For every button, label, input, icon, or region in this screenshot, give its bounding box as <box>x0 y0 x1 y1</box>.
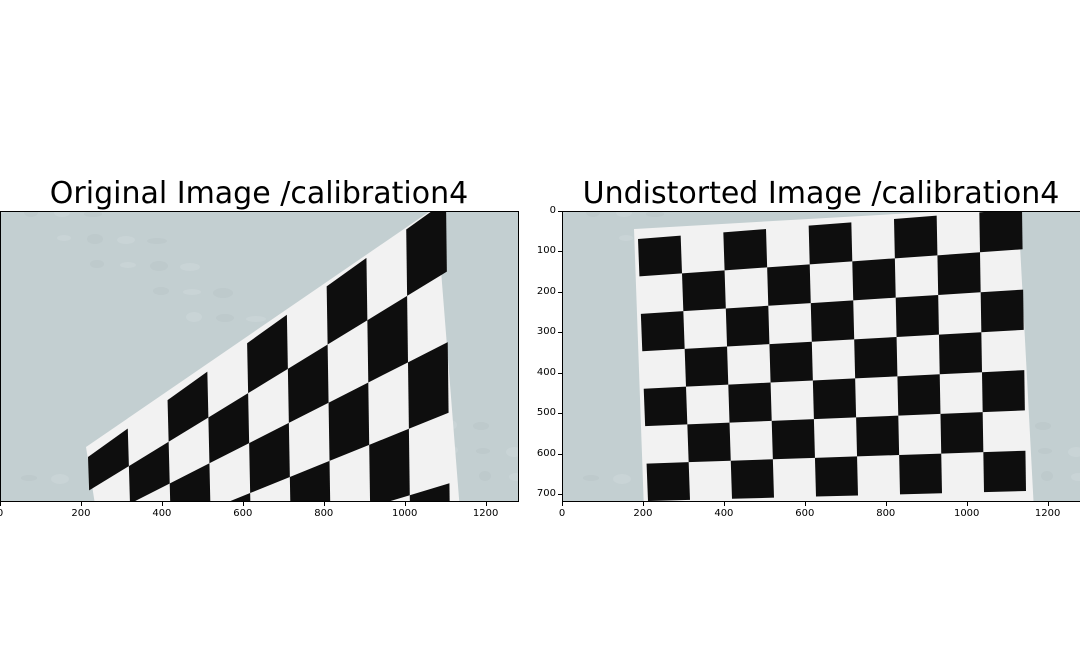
panel-title-original: Original Image /calibration4 <box>49 176 469 211</box>
original-xtick-mark <box>323 502 325 506</box>
undistorted-ytick-mark <box>558 211 562 212</box>
undistorted-checkerboard-image <box>562 211 1080 502</box>
undistorted-xtick-label: 800 <box>876 508 896 519</box>
original-xtick-label: 1000 <box>391 508 418 519</box>
original-xtick-mark <box>0 502 1 506</box>
undistorted-image-axes <box>562 211 1080 502</box>
panel-title-undistorted: Undistorted Image /calibration4 <box>582 176 1060 211</box>
undistorted-xtick-label: 0 <box>558 508 566 519</box>
original-xtick-mark <box>80 502 82 506</box>
undistorted-ytick-mark <box>558 413 562 415</box>
original-wall-texture <box>0 211 518 484</box>
original-checker-squares <box>88 211 450 502</box>
undistorted-ytick-label: 300 <box>536 326 556 338</box>
original-xtick-label: 800 <box>314 508 334 519</box>
original-image-axes <box>0 211 518 502</box>
undistorted-xtick-mark <box>804 502 806 506</box>
undistorted-ytick-mark <box>558 372 562 374</box>
original-xtick-label: 600 <box>233 508 253 519</box>
undistorted-xtick-label: 400 <box>714 508 734 519</box>
undistorted-ytick-label: 700 <box>536 487 556 499</box>
undistorted-ytick-label: 100 <box>536 245 556 257</box>
undistorted-xtick-mark <box>966 502 968 506</box>
undistorted-ytick-label: 0 <box>549 205 556 216</box>
undistorted-xtick-label: 200 <box>633 508 653 519</box>
undistorted-xtick-mark <box>723 502 725 506</box>
undistorted-checker-squares <box>638 211 1026 501</box>
undistorted-ytick-mark <box>558 251 562 253</box>
undistorted-xtick-mark <box>1047 502 1049 506</box>
original-xtick-mark <box>485 502 487 506</box>
undistorted-ytick-mark <box>558 493 562 495</box>
original-xtick-mark <box>404 502 406 506</box>
undistorted-xtick-mark <box>885 502 887 506</box>
undistorted-ytick-label: 600 <box>536 447 556 459</box>
original-xtick-label: 400 <box>152 508 172 519</box>
undistorted-ytick-mark <box>558 291 562 293</box>
undistorted-ytick-label: 500 <box>536 407 556 419</box>
undistorted-xtick-label: 600 <box>795 508 815 519</box>
undistorted-ytick-mark <box>558 332 562 334</box>
original-xtick-label: 0 <box>0 508 3 520</box>
undistorted-xtick-label: 1000 <box>953 508 980 519</box>
original-xtick-label: 200 <box>71 508 91 519</box>
undistorted-ytick-label: 200 <box>536 285 556 297</box>
original-xtick-label: 1200 <box>472 508 499 519</box>
original-checkerboard-image <box>0 211 518 502</box>
undistorted-paper <box>634 211 1034 502</box>
undistorted-xtick-mark <box>562 502 563 506</box>
undistorted-ytick-label: 400 <box>536 366 556 378</box>
undistorted-xtick-label: 1200 <box>1034 508 1061 519</box>
undistorted-ytick-mark <box>558 453 562 455</box>
undistorted-xtick-mark <box>642 502 644 506</box>
original-xtick-mark <box>242 502 244 506</box>
original-xtick-mark <box>161 502 163 506</box>
